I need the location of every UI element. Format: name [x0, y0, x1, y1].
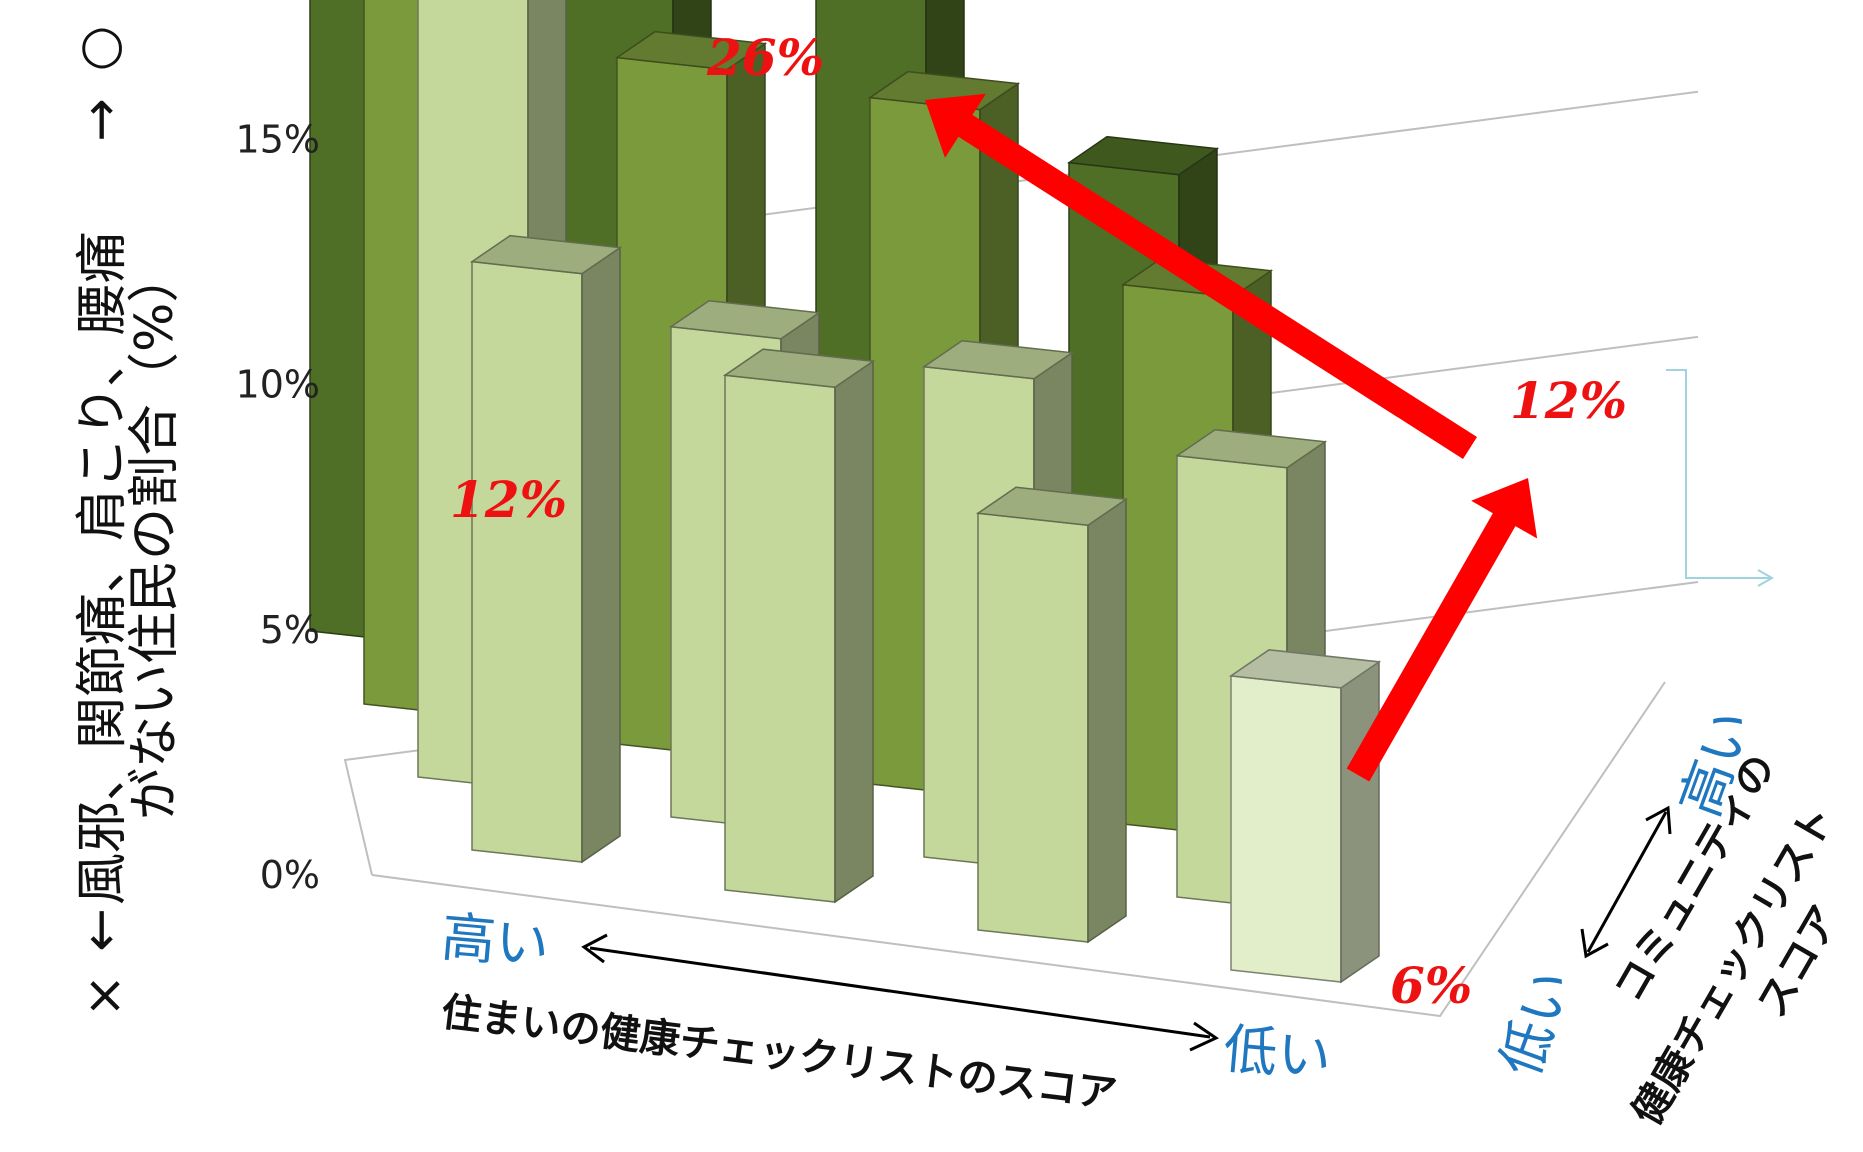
- bar-top-face: [469, 234, 623, 275]
- y-tick-label: 10%: [236, 363, 320, 407]
- y-axis-bottom-symbol: ×: [83, 965, 127, 1025]
- callout-2: 12%: [1510, 371, 1627, 430]
- bar-top-face: [722, 348, 876, 388]
- bar-side-face: [1087, 497, 1127, 944]
- bar-r0-c2: [975, 486, 1129, 944]
- y-tick-label: 0%: [260, 853, 320, 897]
- y-axis-up-arrow: →: [71, 98, 131, 142]
- depth-axis-double-arrow: [1580, 805, 1672, 959]
- depth-axis-low-label: 低い: [1488, 961, 1584, 1084]
- bar-front-face: [977, 512, 1089, 943]
- bar-side-face: [581, 246, 621, 864]
- y-axis-down-arrow: ←: [71, 908, 131, 952]
- y-axis-title-line2: がない住民の割合（%）: [125, 251, 185, 820]
- bar-r0-c1: [722, 348, 876, 904]
- bar-side-face: [834, 359, 874, 904]
- x-axis-low-label: 低い: [1221, 1017, 1334, 1089]
- callout-0: 12%: [450, 470, 567, 529]
- floor-edge: [371, 681, 1666, 1018]
- bar-top-face: [1228, 649, 1382, 689]
- trend-arrow: [1346, 478, 1538, 782]
- bar-top-face: [668, 299, 822, 340]
- bar-top-face: [921, 339, 1075, 380]
- y-tick-label: 15%: [236, 118, 320, 162]
- bar-side-face: [1340, 660, 1380, 984]
- y-tick-label: 5%: [260, 608, 320, 652]
- bar-top-face: [975, 486, 1129, 527]
- trend-arrow: [925, 93, 1477, 459]
- axis-bracket-arrowhead: [1757, 569, 1775, 587]
- callout-3: 6%: [1390, 956, 1472, 1015]
- bar-r0-c3: [1228, 649, 1382, 984]
- bar-front-face: [471, 260, 583, 863]
- bar-front-face: [1230, 674, 1342, 983]
- trend-arrows: [925, 93, 1538, 782]
- x-axis-double-arrow: [581, 933, 1220, 1052]
- y-axis-top-symbol: ○: [79, 15, 124, 75]
- callout-labels: 12% 26% 12% 6%: [450, 28, 1627, 1015]
- axis-bracket: [1666, 369, 1770, 579]
- bars: [309, 0, 1382, 984]
- y-tick-labels: 0%5%10%15%20%25%30%: [236, 118, 320, 897]
- x-axis-high-label: 高い: [439, 905, 552, 977]
- bar-r0-c0: [469, 234, 623, 864]
- bar-top-face: [1174, 428, 1328, 469]
- callout-1: 26%: [706, 28, 824, 87]
- bar-front-face: [724, 374, 836, 903]
- y-axis-title-line1: 風邪、関節痛、肩こり、腰痛: [73, 231, 133, 905]
- bar-top-face: [614, 30, 768, 71]
- bar-top-face: [1066, 135, 1220, 176]
